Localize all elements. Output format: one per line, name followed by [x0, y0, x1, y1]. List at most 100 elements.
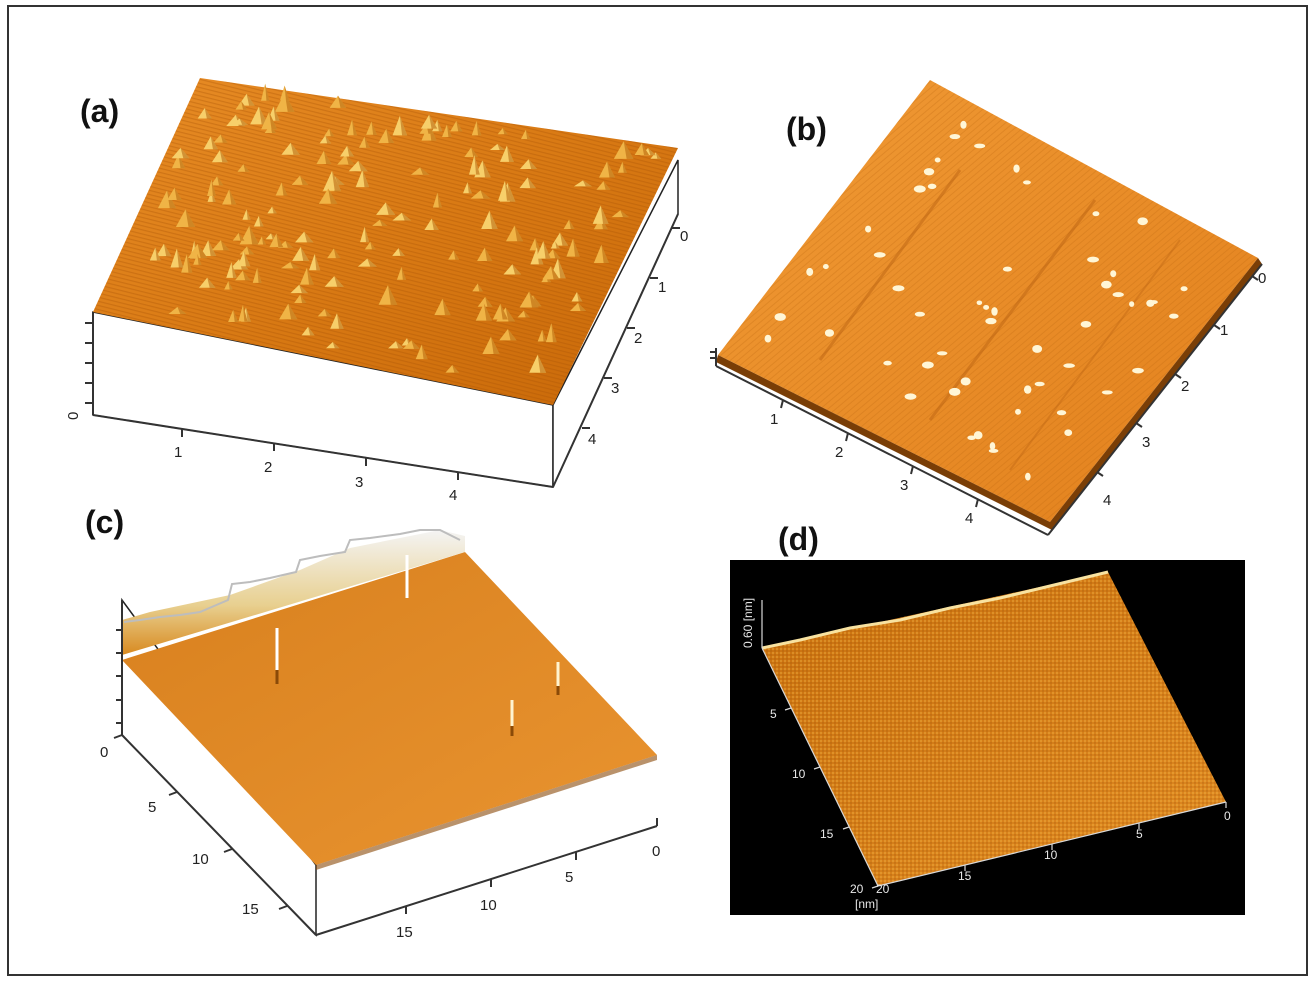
panel-a-peak-shadow	[258, 215, 264, 227]
panel-a-peak-shadow	[497, 143, 505, 150]
panel-b-peak	[1022, 180, 1031, 185]
panel-a-peak-shadow	[257, 267, 262, 283]
panel-b-x-tick-4: 4	[965, 510, 973, 527]
panel-b-y-tick-1: 1	[1220, 322, 1228, 339]
panel-b-peak	[985, 317, 997, 325]
panel-a-peak-shadow	[557, 258, 566, 279]
panel-b-y-tick-4: 4	[1103, 492, 1111, 509]
panel-a-peak-shadow	[272, 206, 277, 214]
panel-a-x-tick-1: 1	[174, 444, 182, 461]
panel-c-surface	[122, 552, 657, 865]
panel-a-peak-shadow	[163, 243, 172, 257]
panel-a-peak-shadow	[623, 141, 634, 159]
panel-c-right-axis-ticks	[405, 818, 658, 914]
panel-b: 1 2 3 4 0 1 2 3 4 (b)	[710, 80, 1266, 536]
panel-a-peak-shadow	[476, 120, 482, 136]
panel-a-peak-shadow	[512, 264, 522, 275]
panel-b-peak	[1146, 299, 1155, 307]
panel-b-peak	[883, 360, 892, 366]
panel-b-x-tick-1: 1	[770, 411, 778, 428]
panel-b-x-tick-3: 3	[900, 477, 908, 494]
panel-a-peak-shadow	[276, 233, 284, 248]
panel-a-peak-shadow	[529, 291, 539, 308]
panel-a-peak-shadow	[482, 160, 491, 178]
panel-b-peak	[822, 264, 829, 270]
panel-a-y-tick-0: 0	[680, 228, 688, 245]
panel-a-peak-shadow	[246, 209, 251, 220]
panel-a-peak-shadow	[299, 284, 308, 294]
panel-a-peak-shadow	[543, 241, 551, 259]
panel-a-peak-shadow	[395, 341, 404, 349]
panel-d-bottom-tick-20: 20	[876, 882, 890, 896]
panel-a-peak-shadow	[429, 114, 438, 129]
panel-b-peak	[949, 133, 961, 140]
panel-b-peak	[991, 307, 998, 316]
panel-a-peak-shadow	[620, 210, 630, 218]
panel-a-peak-shadow	[334, 276, 344, 287]
panel-a-peak-shadow	[525, 129, 531, 140]
panel-b-peak	[936, 351, 948, 356]
panel-a-peak-shadow	[398, 248, 405, 256]
panel-a-peak-shadow	[421, 344, 428, 360]
panel-a-peak-shadow	[446, 124, 452, 137]
panel-c-left-axis	[121, 734, 317, 936]
panel-a-peak-shadow	[500, 303, 508, 320]
panel-a-peak-shadow	[300, 175, 309, 185]
panel-a-peak-shadow	[386, 128, 395, 143]
panel-a-peak-shadow	[197, 243, 208, 259]
panel-a-peak-shadow	[523, 310, 530, 318]
panel-d-bottom-axis-ticks	[964, 802, 1227, 871]
panel-b-peak	[1023, 385, 1032, 394]
panel-a-peak-shadow	[550, 266, 560, 280]
panel-a-peak-shadow	[490, 336, 500, 354]
panel-a-peak-shadow	[456, 120, 463, 132]
panel-a-peak-shadow	[290, 142, 300, 155]
panel-a-peak-shadow	[507, 329, 517, 341]
panel-a-peak-shadow	[180, 147, 190, 159]
panel-b-peak	[892, 285, 905, 292]
panel-b-peak	[1180, 286, 1188, 292]
panel-d-left-tick-5: 5	[770, 707, 777, 721]
panel-a-peak-shadow	[485, 296, 493, 307]
panel-a-peak-shadow	[426, 123, 434, 134]
panel-a-peak-shadow	[399, 115, 408, 136]
panel-a-peak-shadow	[471, 147, 479, 158]
panel-b-peak	[1025, 472, 1031, 481]
panel-b-groove-3	[1009, 239, 1181, 471]
panel-b-peak	[983, 304, 990, 310]
panel-b-peak	[914, 311, 926, 317]
panel-a-peak-shadow	[211, 179, 216, 196]
panel-a-z-ticks	[85, 322, 93, 404]
panel-a-peaks	[149, 83, 662, 373]
panel-c-left-tick-15: 15	[242, 901, 259, 918]
panel-c-edge-profile	[123, 529, 461, 623]
panel-a-peak-shadow	[185, 209, 196, 228]
panel-b-peak	[904, 393, 917, 400]
panel-a-y-tick-2: 2	[634, 330, 642, 347]
panel-a-peak-shadow	[528, 159, 538, 170]
panel-a-peak-shadow	[167, 190, 177, 209]
panel-a-peak-shadow	[655, 152, 662, 159]
panel-a-y-tick-3: 3	[611, 380, 619, 397]
panel-a-peak-shadow	[177, 306, 187, 315]
panel-a-peak-shadow	[233, 309, 239, 323]
panel-b-peak	[806, 267, 814, 276]
panel-c-right-tick-0: 0	[652, 843, 660, 860]
panel-b-y-axis	[1047, 263, 1263, 536]
panel-a-y-axis-ticks	[582, 227, 680, 429]
panel-b-peak	[1056, 410, 1067, 416]
panel-a-peak-shadow	[246, 93, 255, 106]
panel-a-peak-shadow	[208, 240, 217, 256]
panel-a-peak-shadow	[569, 219, 575, 230]
panel-a-peak-shadow	[401, 212, 412, 221]
panel-a-peak-shadow	[197, 253, 202, 265]
panel-c-left-tick-5: 5	[148, 799, 156, 816]
panel-a-peak-shadow	[535, 238, 541, 251]
panel-a-peak-shadow	[401, 266, 407, 280]
panel-a-peak-shadow	[437, 192, 443, 208]
panel-d-left-axis-ticks	[784, 707, 879, 889]
panel-a-x-tick-4: 4	[449, 487, 457, 504]
panel-a-peak-shadow	[453, 250, 460, 260]
panel-a-peak-shadow	[300, 246, 310, 261]
panel-a-peak-shadow	[551, 323, 557, 343]
